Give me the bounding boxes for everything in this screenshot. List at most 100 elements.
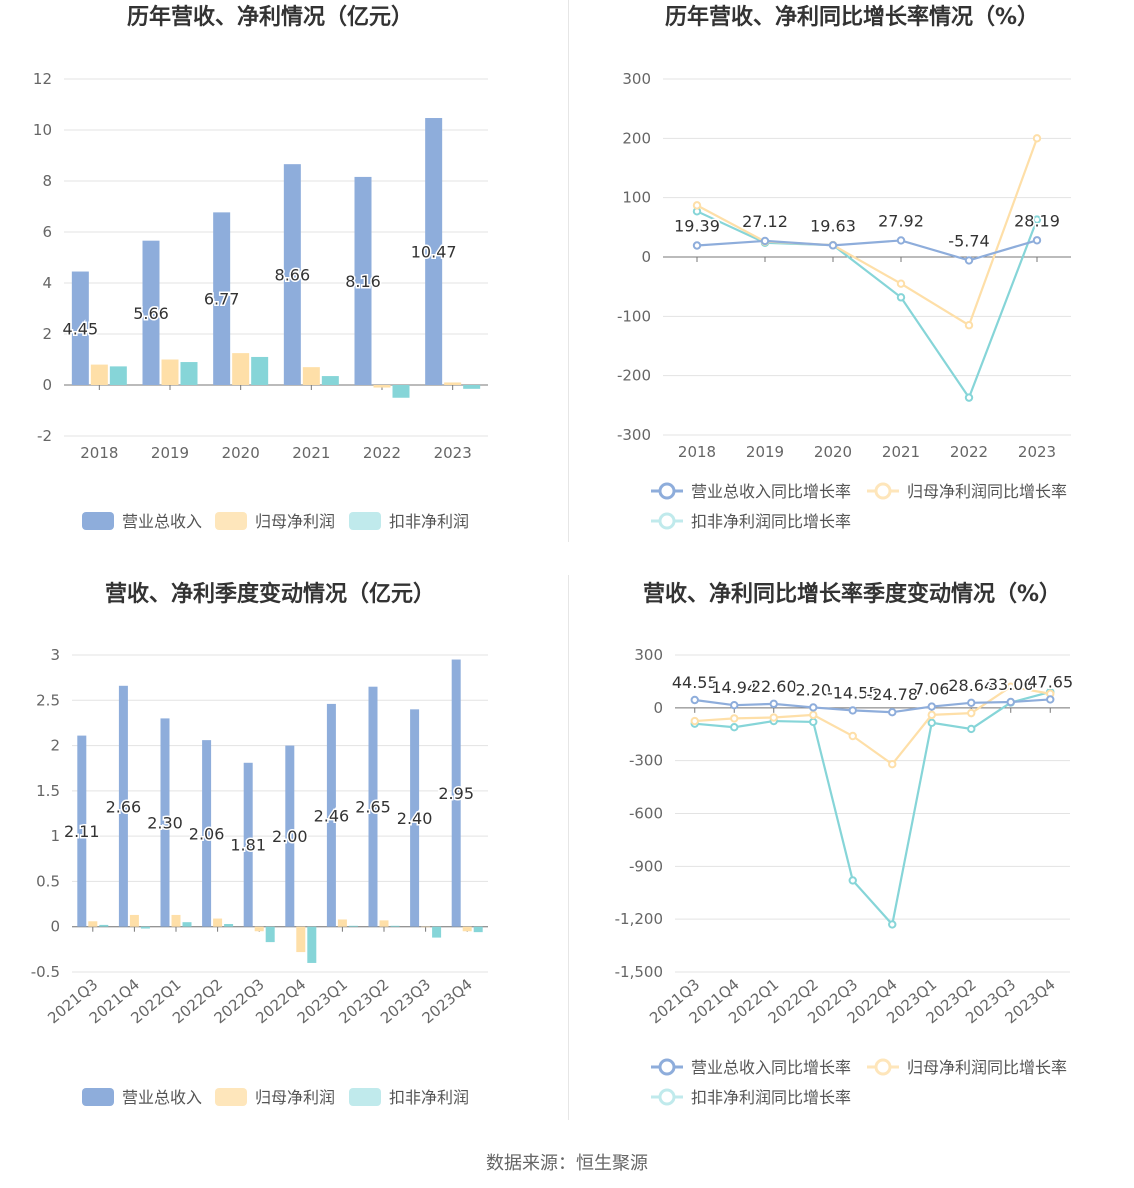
y-tick-label: 0 — [641, 248, 651, 266]
bar-net-profit — [161, 359, 179, 385]
bar-deducted-profit — [348, 925, 358, 927]
legend-swatch — [349, 512, 381, 530]
data-label: 8.16 — [345, 272, 381, 291]
y-tick-label: 0 — [653, 699, 663, 717]
data-label: 28.19 — [1014, 211, 1060, 230]
series-line-revenue — [694, 698, 1051, 714]
legend-label: 扣非净利润 — [389, 1088, 469, 1107]
y-tick-label: 12 — [33, 70, 52, 88]
data-point — [760, 236, 770, 246]
data-point — [967, 698, 976, 707]
legend-label: 营业总收入同比增长率 — [691, 1058, 851, 1077]
data-label: 8.66 — [275, 266, 311, 285]
bar-net-profit — [90, 364, 108, 385]
legend-label: 营业总收入 — [122, 512, 202, 531]
bar-net-profit — [296, 926, 306, 953]
y-tick-label: -1,500 — [615, 963, 663, 981]
legend-label: 营业总收入 — [122, 1088, 202, 1107]
legend-marker — [658, 482, 676, 500]
x-tick-label: 2023 — [434, 444, 472, 462]
bar-deducted-profit — [390, 925, 400, 927]
y-tick-label: -900 — [629, 857, 663, 875]
x-tick-label: 2018 — [80, 444, 118, 462]
x-tick-label: 2022 — [950, 443, 988, 461]
bar-revenue — [160, 718, 170, 927]
legend-item[interactable]: 归母净利润 — [215, 1088, 335, 1107]
data-point — [896, 293, 906, 302]
legend-marker — [874, 482, 892, 500]
data-point — [690, 695, 699, 705]
bar-revenue — [354, 176, 372, 385]
data-point — [1006, 682, 1015, 691]
data-point — [769, 699, 778, 709]
data-label: 10.47 — [411, 243, 457, 262]
legend-item[interactable]: 扣非净利润 — [349, 1088, 469, 1107]
chart-svg: 历年营收、净利情况（亿元） -2 0 2 4 6 8 10 12 2018 2019 2020 2021… — [33, 4, 488, 531]
data-label: 5.66 — [133, 304, 169, 323]
data-point — [692, 241, 702, 250]
data-label: 22.60 — [751, 677, 797, 696]
y-tick-label: 200 — [622, 129, 651, 147]
data-point — [692, 201, 702, 210]
legend-item[interactable]: 扣非净利润同比增长率 — [651, 1088, 851, 1107]
bar-net-profit — [88, 921, 98, 927]
legend-item[interactable]: 扣非净利润 — [349, 512, 469, 531]
bar-deducted-profit — [432, 926, 442, 938]
legend-item[interactable]: 营业总收入同比增长率 — [651, 1058, 851, 1077]
y-tick-label: -0.5 — [31, 963, 60, 981]
y-tick-label: 300 — [634, 646, 663, 664]
data-label: 19.39 — [674, 216, 720, 235]
legend-swatch — [82, 1088, 114, 1106]
data-label: 19.63 — [810, 216, 856, 235]
data-point — [967, 724, 976, 734]
y-tick-label: 2.5 — [36, 691, 60, 709]
data-point — [828, 241, 838, 250]
legend-item[interactable]: 营业总收入同比增长率 — [651, 482, 851, 501]
legend-item[interactable]: 扣非净利润同比增长率 — [651, 512, 851, 531]
data-label: 33.06 — [988, 675, 1034, 694]
bar-net-profit — [232, 353, 250, 385]
data-point — [848, 876, 857, 885]
bar-net-profit — [302, 367, 320, 385]
chart-svg: 历年营收、净利同比增长率情况（%） -300 -200 -100 0 100 200 300 2… — [617, 4, 1071, 531]
chart-svg: 营收、净利季度变动情况（亿元）-0.500.511.522.532021Q320… — [31, 581, 488, 1107]
data-label: -14.55 — [827, 683, 879, 702]
x-tick-label: 2020 — [814, 443, 852, 461]
chart-title: 营收、净利季度变动情况（亿元） — [105, 581, 435, 607]
legend-item[interactable]: 归母净利润 — [215, 512, 335, 531]
bar-deducted-profit — [99, 924, 109, 927]
data-point — [690, 716, 699, 726]
data-label: 6.77 — [204, 290, 240, 309]
legend-item[interactable]: 归母净利润同比增长率 — [867, 1058, 1067, 1077]
bar-revenue — [368, 686, 378, 927]
legend-item[interactable]: 营业总收入 — [82, 512, 202, 531]
bar-revenue — [202, 740, 212, 927]
data-point — [927, 710, 936, 720]
bar-revenue — [285, 745, 295, 927]
bar-revenue — [71, 271, 89, 385]
divider-top — [568, 0, 569, 542]
bar-deducted-profit — [321, 376, 339, 385]
data-point — [888, 707, 897, 717]
series-line-revenue — [696, 239, 1038, 262]
legend-item[interactable]: 营业总收入 — [82, 1088, 202, 1107]
y-tick-label: 10 — [33, 121, 52, 139]
data-point — [888, 920, 897, 929]
x-tick-label: 2020 — [222, 444, 260, 462]
data-point — [1032, 134, 1042, 143]
y-tick-label: -300 — [629, 752, 663, 770]
bar-deducted-profit — [251, 356, 269, 385]
y-tick-label: 6 — [42, 223, 52, 241]
divider-bottom — [568, 575, 569, 1120]
legend-item[interactable]: 归母净利润同比增长率 — [867, 482, 1067, 501]
data-point — [848, 706, 857, 715]
bar-net-profit — [129, 914, 139, 927]
data-point — [730, 723, 739, 732]
series-line-net-profit — [694, 685, 1051, 766]
quarterly-revenue-profit-chart: 营收、净利季度变动情况（亿元） -0.5 0 0.5 1 1.5 2 2.5 3 2021Q3 20… — [0, 575, 567, 1145]
bar-deducted-profit — [140, 926, 150, 929]
data-point — [964, 256, 974, 265]
data-point — [730, 714, 739, 723]
legend-label: 归母净利润 — [255, 1088, 335, 1107]
data-label: 2.06 — [189, 824, 225, 843]
